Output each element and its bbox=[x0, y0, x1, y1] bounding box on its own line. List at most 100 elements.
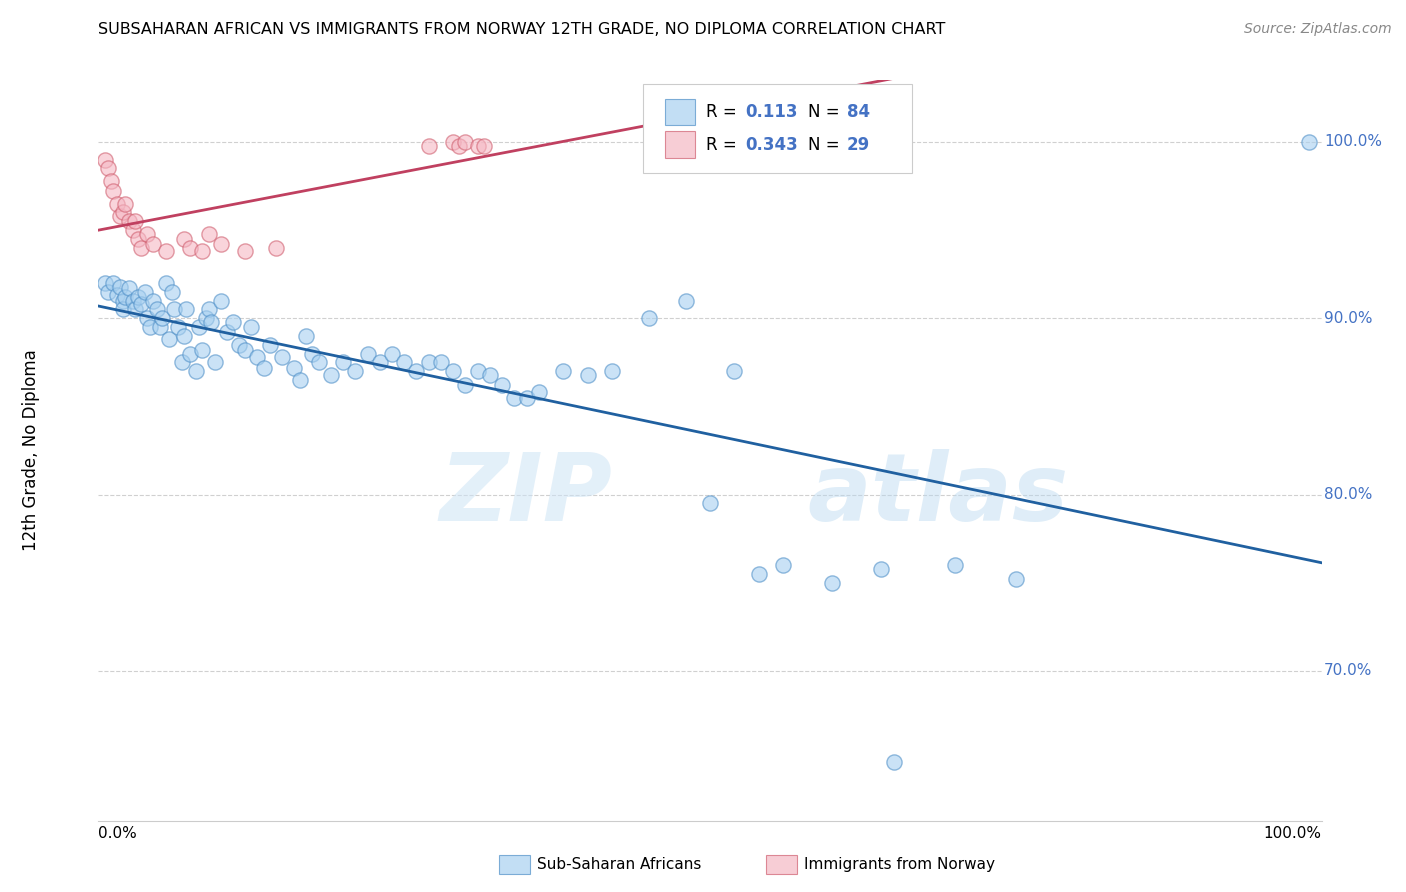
Point bbox=[97, 161, 120, 176]
Point bbox=[332, 355, 354, 369]
Point bbox=[93, 153, 115, 167]
Point bbox=[222, 315, 245, 329]
Point bbox=[101, 185, 124, 199]
Point bbox=[179, 346, 201, 360]
Point bbox=[748, 566, 770, 581]
Point bbox=[491, 378, 513, 392]
Point bbox=[114, 290, 136, 304]
Point bbox=[637, 311, 661, 326]
Point bbox=[197, 302, 219, 317]
Point bbox=[430, 355, 453, 369]
Point bbox=[418, 138, 440, 153]
Point bbox=[883, 756, 905, 770]
Point bbox=[772, 558, 794, 572]
Point bbox=[478, 368, 501, 382]
Point bbox=[195, 311, 218, 326]
Point bbox=[723, 364, 745, 378]
Point bbox=[173, 329, 195, 343]
Text: 100.0%: 100.0% bbox=[1264, 826, 1322, 841]
Text: 90.0%: 90.0% bbox=[1324, 310, 1372, 326]
Point bbox=[576, 368, 599, 382]
Point bbox=[319, 368, 342, 382]
Text: Immigrants from Norway: Immigrants from Norway bbox=[804, 857, 995, 871]
Text: 80.0%: 80.0% bbox=[1324, 487, 1372, 502]
Point bbox=[163, 302, 186, 317]
Text: R =: R = bbox=[706, 103, 742, 121]
Point bbox=[204, 355, 226, 369]
Point bbox=[252, 360, 274, 375]
Point bbox=[129, 241, 152, 255]
Text: 70.0%: 70.0% bbox=[1324, 664, 1372, 678]
Point bbox=[368, 355, 391, 369]
Point bbox=[97, 285, 120, 299]
Point bbox=[356, 346, 378, 360]
Point bbox=[149, 320, 172, 334]
Point bbox=[142, 237, 165, 252]
Point bbox=[441, 364, 464, 378]
Point bbox=[110, 209, 132, 223]
Point bbox=[186, 364, 208, 378]
Point bbox=[405, 364, 427, 378]
Point bbox=[472, 138, 495, 153]
FancyBboxPatch shape bbox=[665, 131, 696, 158]
Point bbox=[503, 391, 526, 405]
Point bbox=[209, 293, 232, 308]
Point bbox=[170, 355, 193, 369]
Point bbox=[105, 288, 128, 302]
Point bbox=[160, 285, 183, 299]
Text: N =: N = bbox=[808, 103, 845, 121]
Point bbox=[553, 364, 575, 378]
Point bbox=[134, 285, 156, 299]
Point bbox=[228, 337, 250, 351]
FancyBboxPatch shape bbox=[643, 84, 912, 173]
Point bbox=[111, 302, 134, 317]
Text: R =: R = bbox=[706, 136, 742, 153]
Text: 100.0%: 100.0% bbox=[1324, 135, 1382, 150]
Point bbox=[191, 244, 214, 259]
Point bbox=[344, 364, 367, 378]
Text: 0.113: 0.113 bbox=[745, 103, 799, 121]
Point bbox=[246, 350, 269, 364]
Point bbox=[93, 276, 115, 290]
Point bbox=[381, 346, 404, 360]
Point bbox=[111, 293, 134, 308]
Point bbox=[600, 364, 623, 378]
Point bbox=[527, 385, 550, 400]
Point bbox=[467, 138, 489, 153]
Point bbox=[699, 496, 721, 510]
Point bbox=[295, 329, 318, 343]
Point bbox=[233, 343, 256, 357]
Point bbox=[121, 293, 143, 308]
Point bbox=[127, 232, 149, 246]
Point bbox=[1004, 572, 1026, 586]
Point bbox=[264, 241, 287, 255]
Point bbox=[124, 214, 146, 228]
Point bbox=[449, 138, 471, 153]
Text: Sub-Saharan Africans: Sub-Saharan Africans bbox=[537, 857, 702, 871]
Point bbox=[118, 214, 141, 228]
Point bbox=[240, 320, 263, 334]
Point bbox=[215, 326, 238, 340]
Text: 0.0%: 0.0% bbox=[98, 826, 138, 841]
Point bbox=[176, 302, 198, 317]
Point bbox=[675, 293, 697, 308]
Point bbox=[821, 575, 844, 590]
FancyBboxPatch shape bbox=[665, 99, 696, 126]
Point bbox=[1298, 135, 1320, 149]
Text: atlas: atlas bbox=[808, 449, 1069, 541]
Point bbox=[114, 196, 136, 211]
Point bbox=[179, 241, 201, 255]
Point bbox=[200, 315, 222, 329]
Point bbox=[157, 333, 180, 347]
Point bbox=[515, 391, 537, 405]
Point bbox=[197, 227, 219, 241]
Text: N =: N = bbox=[808, 136, 845, 153]
Point bbox=[124, 302, 146, 317]
Text: SUBSAHARAN AFRICAN VS IMMIGRANTS FROM NORWAY 12TH GRADE, NO DIPLOMA CORRELATION : SUBSAHARAN AFRICAN VS IMMIGRANTS FROM NO… bbox=[98, 22, 946, 37]
Point bbox=[441, 135, 464, 149]
Point bbox=[290, 373, 312, 387]
Text: 29: 29 bbox=[846, 136, 870, 153]
Point bbox=[418, 355, 440, 369]
Point bbox=[121, 223, 143, 237]
Point bbox=[101, 276, 124, 290]
